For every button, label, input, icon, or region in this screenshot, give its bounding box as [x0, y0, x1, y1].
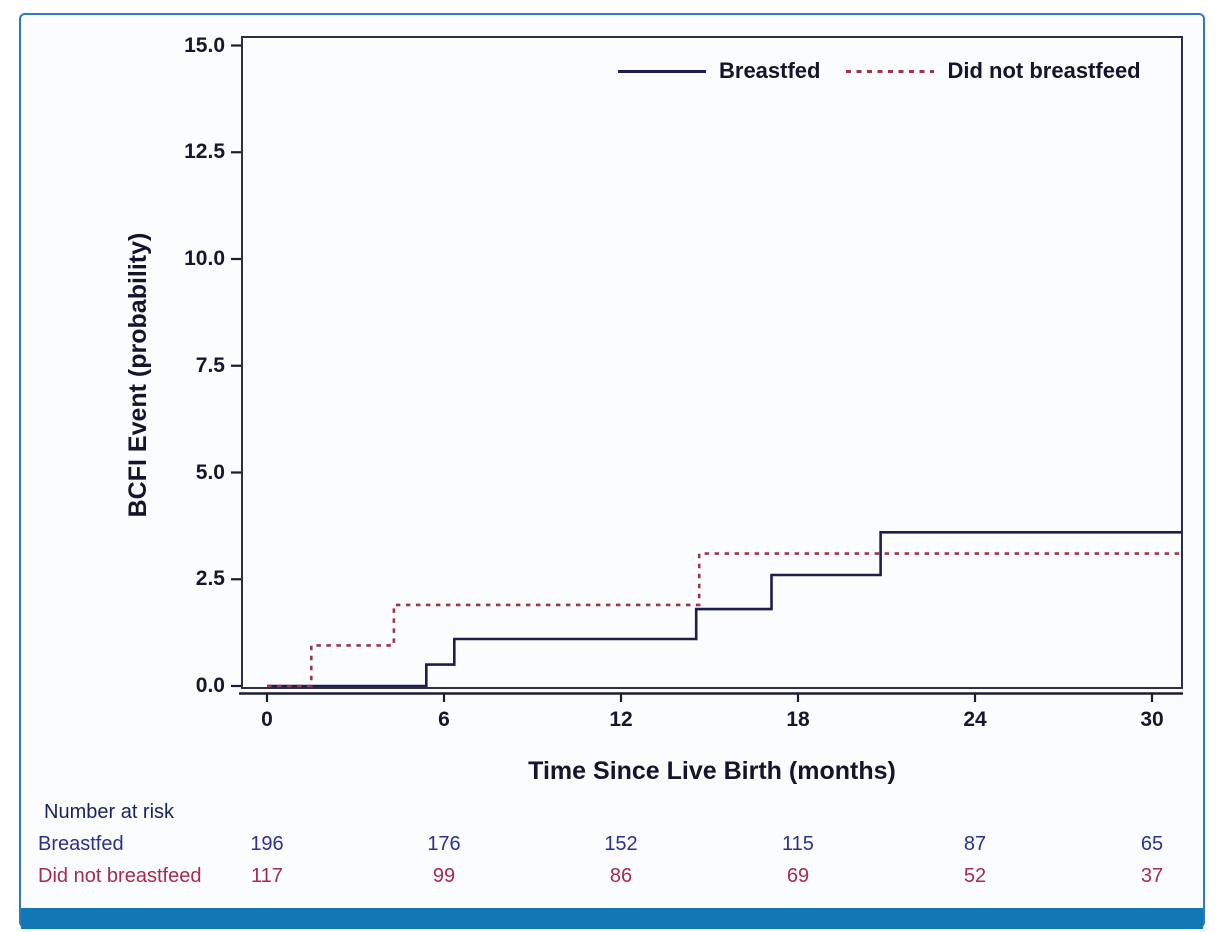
y-tick-label: 12.5	[184, 140, 225, 164]
y-tick-label: 5.0	[195, 460, 225, 484]
risk-row-name: Did not breastfeed	[38, 865, 202, 887]
curve-did-not-breastfeed	[267, 552, 1182, 688]
x-tick-label: 18	[786, 708, 810, 731]
number-at-risk-label: Number at risk	[44, 801, 175, 823]
x-tick-label: 6	[438, 708, 450, 731]
risk-count: 117	[251, 865, 283, 887]
plot-frame	[241, 36, 1183, 689]
risk-count: 99	[432, 865, 456, 887]
risk-count: 196	[250, 833, 284, 855]
risk-count: 52	[963, 865, 987, 887]
risk-count: 87	[963, 833, 987, 855]
legend: Breastfed Did not breastfeed	[618, 56, 1141, 86]
risk-count: 65	[1140, 833, 1164, 855]
risk-count: 86	[609, 865, 633, 887]
y-tick-label: 0.0	[195, 674, 225, 697]
risk-count: 115	[782, 833, 814, 855]
x-tick-label: 0	[261, 708, 273, 731]
risk-count: 37	[1140, 865, 1164, 887]
x-axis-title: Time Since Live Birth (months)	[528, 757, 896, 785]
legend-item-breastfed: Breastfed	[618, 58, 820, 84]
legend-label-did-not-breastfeed: Did not breastfeed	[947, 58, 1141, 83]
dotted-line-icon	[846, 69, 935, 73]
y-tick-label: 7.5	[195, 353, 225, 377]
risk-count: 152	[604, 833, 638, 855]
risk-count: 176	[427, 833, 461, 855]
legend-item-did-not-breastfeed: Did not breastfeed	[846, 58, 1141, 84]
x-tick-label: 30	[1140, 708, 1164, 731]
y-tick-label: 10.0	[184, 247, 225, 270]
x-tick-label: 12	[609, 708, 633, 731]
risk-row-name: Breastfed	[38, 833, 124, 855]
y-tick-label: 15.0	[184, 33, 225, 57]
risk-count: 69	[786, 865, 810, 887]
curve-breastfed	[267, 531, 1182, 688]
solid-line-icon	[618, 69, 706, 73]
legend-label-breastfed: Breastfed	[719, 58, 821, 83]
y-tick-label: 2.5	[195, 567, 225, 591]
bottom-accent-bar	[21, 908, 1203, 929]
x-tick-label: 24	[963, 708, 987, 731]
